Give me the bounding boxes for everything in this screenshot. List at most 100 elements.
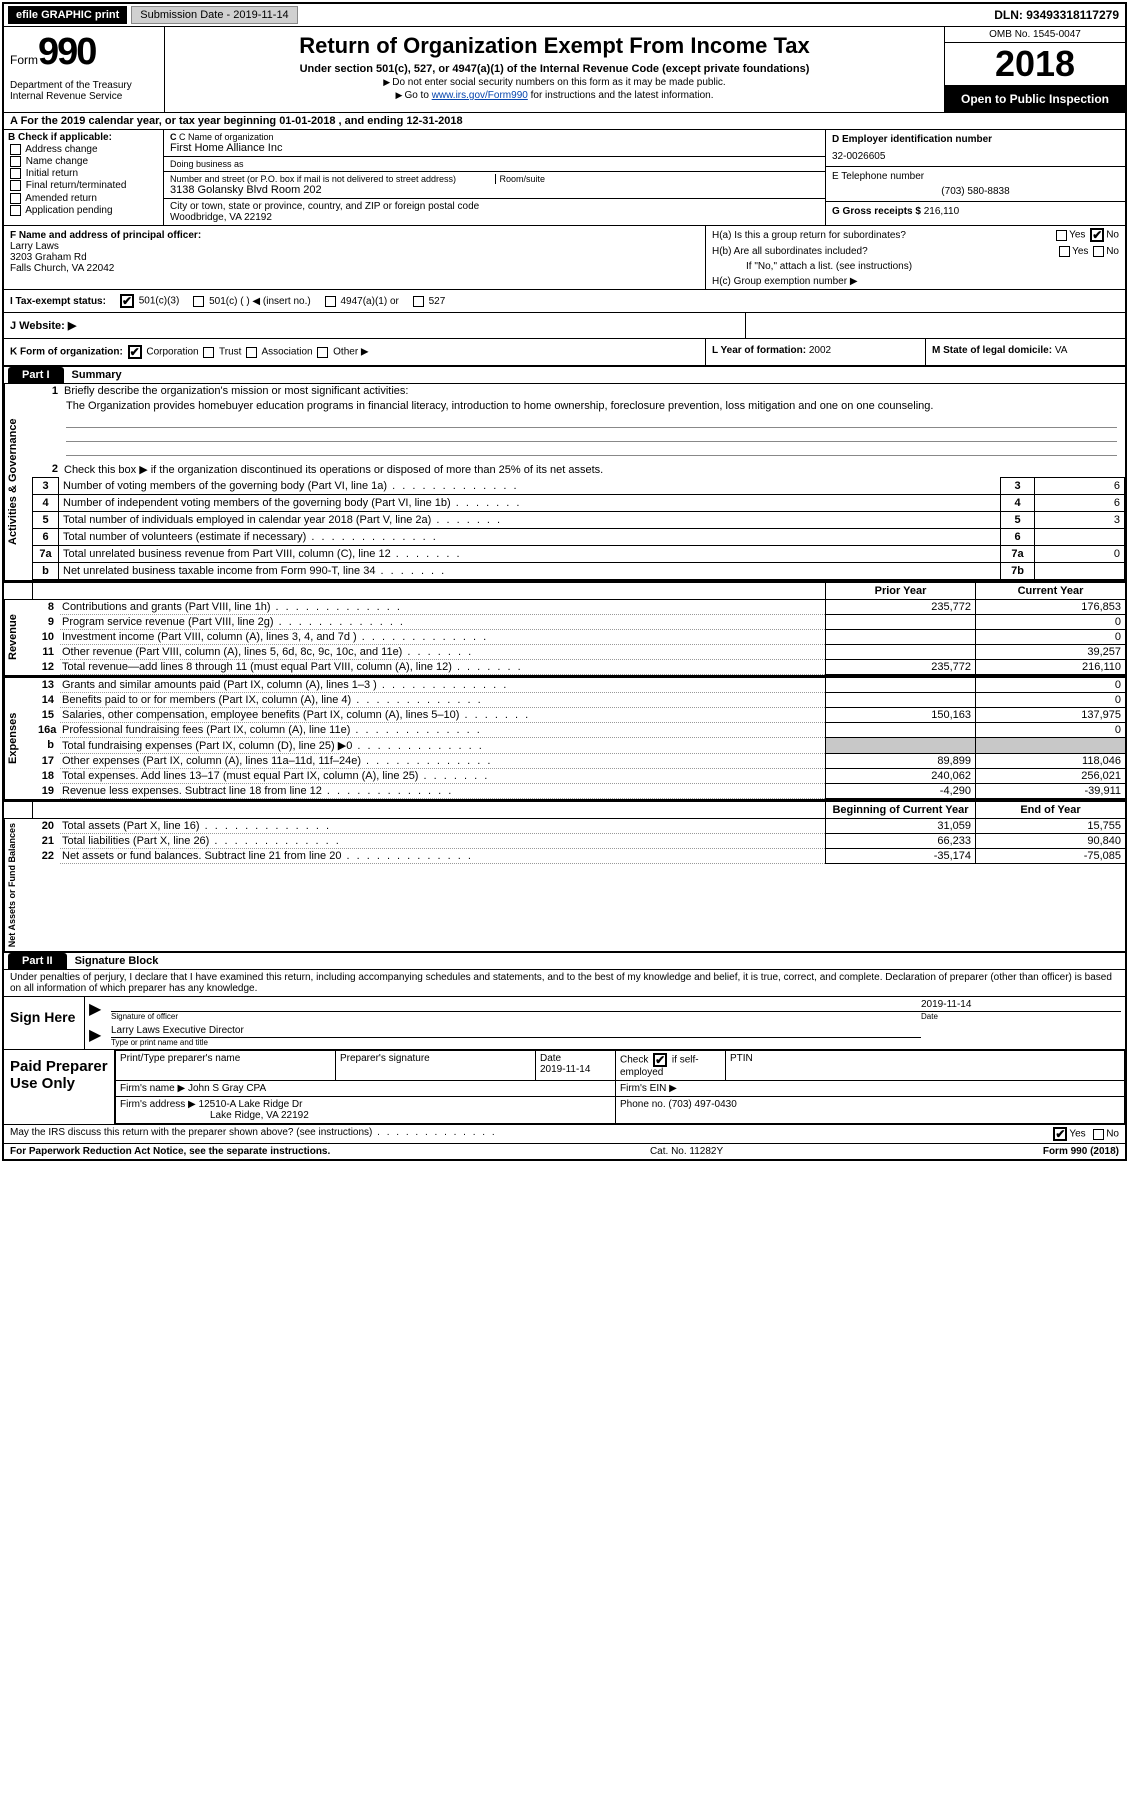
sign-here-label: Sign Here	[4, 997, 84, 1049]
tax-year: 2018	[945, 43, 1125, 86]
net-assets-section: Net Assets or Fund Balances 20Total asse…	[4, 819, 1125, 953]
arrow-icon: ▶	[89, 999, 111, 1021]
bottom-footer: For Paperwork Reduction Act Notice, see …	[4, 1143, 1125, 1159]
org-name-cell: C C Name of organization First Home Alli…	[164, 130, 825, 157]
check-application-pending[interactable]: Application pending	[8, 205, 159, 216]
revenue-label: Revenue	[4, 600, 32, 675]
k-corp-check[interactable]	[128, 345, 142, 359]
part-2-tab: Part II	[8, 953, 67, 969]
firm-name-cell: Firm's name ▶ John S Gray CPA	[116, 1081, 616, 1097]
k-org-type: K Form of organization: Corporation Trus…	[4, 339, 705, 365]
officer-section: F Name and address of principal officer:…	[4, 226, 1125, 290]
irs-link[interactable]: www.irs.gov/Form990	[432, 90, 528, 101]
sign-here-grid: Sign Here ▶ Signature of officer 2019-11…	[4, 997, 1125, 1050]
fin-row: 8Contributions and grants (Part VIII, li…	[32, 600, 1125, 615]
ha-no-check[interactable]	[1090, 228, 1104, 242]
signature-declaration: Under penalties of perjury, I declare th…	[4, 970, 1125, 997]
ein-cell: D Employer identification number 32-0026…	[826, 130, 1125, 167]
fin-row: 10Investment income (Part VIII, column (…	[32, 630, 1125, 645]
hc-row: H(c) Group exemption number ▶	[706, 274, 1125, 289]
check-name-change[interactable]: Name change	[8, 156, 159, 167]
part-1-title: Summary	[64, 367, 130, 383]
officer-addr2: Falls Church, VA 22042	[10, 263, 699, 274]
table-row: 3Number of voting members of the governi…	[33, 478, 1125, 495]
form-id-footer: Form 990 (2018)	[1043, 1146, 1119, 1157]
gross-receipts-cell: G Gross receipts $ 216,110	[826, 202, 1125, 221]
header: Form990 Department of the Treasury Inter…	[4, 27, 1125, 113]
omb-number: OMB No. 1545-0047	[945, 27, 1125, 43]
officer-name: Larry Laws	[10, 241, 699, 252]
website-row: J Website: ▶	[4, 313, 1125, 339]
check-address-change[interactable]: Address change	[8, 144, 159, 155]
table-row: 4Number of independent voting members of…	[33, 495, 1125, 512]
entity-section: B Check if applicable: Address change Na…	[4, 130, 1125, 226]
ein-value: 32-0026605	[832, 145, 1119, 162]
fin-row: 11Other revenue (Part VIII, column (A), …	[32, 645, 1125, 660]
status-501c3-check[interactable]	[120, 294, 134, 308]
line-1: 1 Briefly describe the organization's mi…	[32, 384, 1125, 398]
department-label: Department of the Treasury Internal Reve…	[10, 74, 158, 102]
table-row: 5Total number of individuals employed in…	[33, 512, 1125, 529]
officer-signature-line[interactable]	[111, 999, 921, 1012]
website-right	[745, 313, 1125, 338]
check-final-return[interactable]: Final return/terminated	[8, 180, 159, 191]
topbar-left: efile GRAPHIC print Submission Date - 20…	[4, 4, 302, 26]
entity-right: D Employer identification number 32-0026…	[825, 130, 1125, 225]
street-address: 3138 Golansky Blvd Room 202	[170, 184, 819, 196]
form-number: 990	[38, 31, 95, 73]
topbar: efile GRAPHIC print Submission Date - 20…	[4, 4, 1125, 27]
firm-ein-cell: Firm's EIN ▶	[616, 1081, 1125, 1097]
part-2-title: Signature Block	[67, 953, 167, 969]
form-990-page: efile GRAPHIC print Submission Date - 20…	[2, 2, 1127, 1161]
telephone-cell: E Telephone number (703) 580-8838	[826, 167, 1125, 202]
blank-line	[66, 442, 1117, 456]
col-b-label: B Check if applicable:	[8, 132, 159, 143]
expenses-label: Expenses	[4, 678, 32, 799]
arrow-icon: ▶	[89, 1025, 111, 1047]
fin-row: 14Benefits paid to or for members (Part …	[32, 693, 1125, 708]
check-initial-return[interactable]: Initial return	[8, 168, 159, 179]
activities-governance-label: Activities & Governance	[4, 384, 32, 580]
check-amended-return[interactable]: Amended return	[8, 193, 159, 204]
entity-mid: C C Name of organization First Home Alli…	[164, 130, 825, 225]
table-row: 6Total number of volunteers (estimate if…	[33, 529, 1125, 546]
gross-receipts-value: 216,110	[924, 206, 959, 217]
revenue-section: Revenue 8Contributions and grants (Part …	[4, 600, 1125, 677]
org-name: First Home Alliance Inc	[170, 142, 819, 154]
fin-row: 9Program service revenue (Part VIII, lin…	[32, 615, 1125, 630]
discuss-question-row: May the IRS discuss this return with the…	[4, 1125, 1125, 1143]
form-number-block: Form990 Department of the Treasury Inter…	[4, 27, 164, 112]
part-2-header: Part II Signature Block	[4, 953, 1125, 970]
fin-row: 19Revenue less expenses. Subtract line 1…	[32, 784, 1125, 799]
firm-address-cell: Firm's address ▶ 12510-A Lake Ridge Dr L…	[116, 1097, 616, 1124]
k-org-row: K Form of organization: Corporation Trus…	[4, 339, 1125, 367]
fin-row: 18Total expenses. Add lines 13–17 (must …	[32, 769, 1125, 784]
fin-row: bTotal fundraising expenses (Part IX, co…	[32, 738, 1125, 754]
activities-governance-section: Activities & Governance 1 Briefly descri…	[4, 384, 1125, 582]
part-1-header: Part I Summary	[4, 367, 1125, 384]
line-2: 2 Check this box ▶ if the organization d…	[32, 462, 1125, 477]
expenses-section: Expenses 13Grants and similar amounts pa…	[4, 677, 1125, 801]
preparer-table: Print/Type preparer's name Preparer's si…	[115, 1050, 1125, 1124]
prep-name-hdr: Print/Type preparer's name	[116, 1051, 336, 1081]
fin-row: 21Total liabilities (Part X, line 26)66,…	[32, 834, 1125, 849]
submission-date-button[interactable]: Submission Date - 2019-11-14	[131, 6, 297, 24]
open-to-public: Open to Public Inspection	[945, 86, 1125, 112]
end-year-hdr: End of Year	[975, 802, 1125, 818]
ptin-hdr: PTIN	[726, 1051, 1125, 1081]
subtitle: Under section 501(c), 527, or 4947(a)(1)…	[171, 63, 938, 75]
fin-row: 12Total revenue—add lines 8 through 11 (…	[32, 660, 1125, 675]
self-employed-check[interactable]	[653, 1053, 667, 1067]
l-year-formation: L Year of formation: 2002	[705, 339, 925, 365]
fin-row: 16aProfessional fundraising fees (Part I…	[32, 723, 1125, 738]
paperwork-notice: For Paperwork Reduction Act Notice, see …	[10, 1146, 330, 1157]
website-label: J Website: ▶	[4, 313, 745, 338]
instruction-1: Do not enter social security numbers on …	[171, 77, 938, 88]
fin-row: 17Other expenses (Part IX, column (A), l…	[32, 754, 1125, 769]
tax-exempt-status-row: I Tax-exempt status: 501(c)(3) 501(c) ( …	[4, 290, 1125, 313]
efile-button[interactable]: efile GRAPHIC print	[8, 6, 127, 24]
officer-left: F Name and address of principal officer:…	[4, 226, 705, 289]
discuss-yes-check[interactable]	[1053, 1127, 1067, 1141]
governance-table: 3Number of voting members of the governi…	[32, 477, 1125, 580]
hb-row: H(b) Are all subordinates included? Yes …	[706, 244, 1125, 259]
